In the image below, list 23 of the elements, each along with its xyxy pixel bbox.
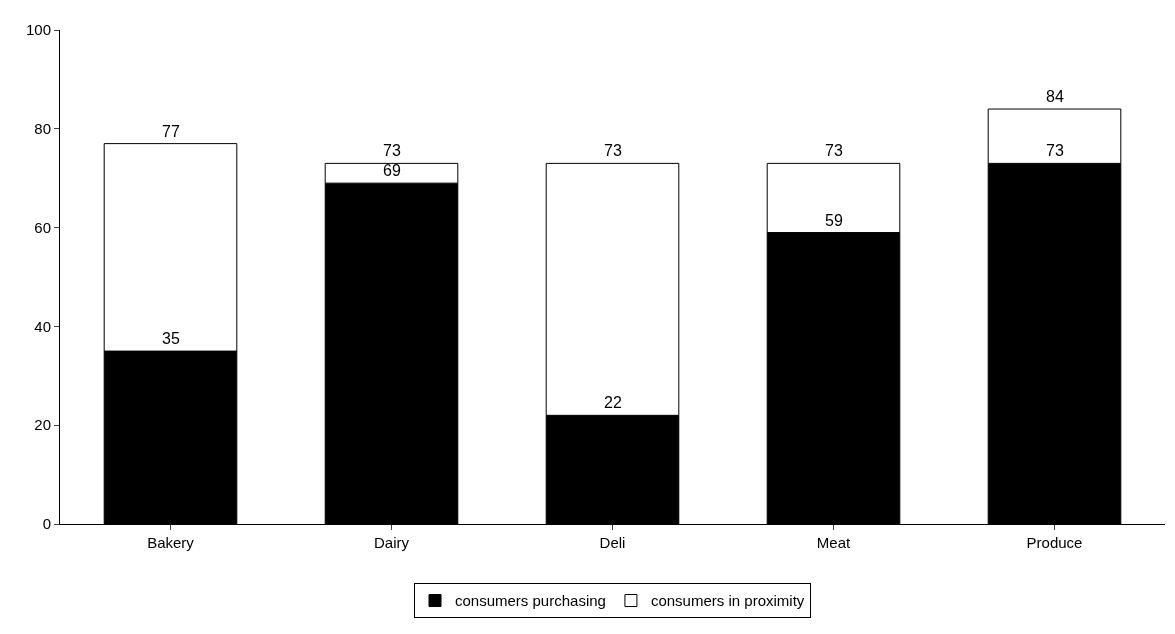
x-tick-label: Bakery xyxy=(147,534,195,551)
y-tick-label: 100 xyxy=(25,21,51,39)
total-label: 77 xyxy=(162,123,180,140)
total-label: 73 xyxy=(383,142,401,159)
legend-label: consumers purchasing xyxy=(455,592,606,610)
x-tick-label: Meat xyxy=(816,534,851,551)
total-label: 84 xyxy=(1046,88,1064,105)
total-label: 73 xyxy=(604,142,622,159)
x-tick-label: Deli xyxy=(599,534,626,551)
y-tick-label: 20 xyxy=(34,416,51,434)
x-tick-label: Dairy xyxy=(373,534,410,551)
legend-label: consumers in proximity xyxy=(650,592,805,610)
y-tick-label: 0 xyxy=(42,515,51,533)
y-tick-label: 40 xyxy=(34,317,51,335)
data-label: 35 xyxy=(162,330,180,347)
total-label: 73 xyxy=(825,142,843,159)
data-label: 69 xyxy=(383,162,401,179)
y-tick-label: 80 xyxy=(34,120,51,138)
data-label: 59 xyxy=(825,212,843,229)
y-tick-label: 60 xyxy=(34,218,51,236)
x-tick-label: Produce xyxy=(1026,534,1083,551)
data-label: 73 xyxy=(1046,142,1064,159)
data-label: 22 xyxy=(604,394,622,411)
